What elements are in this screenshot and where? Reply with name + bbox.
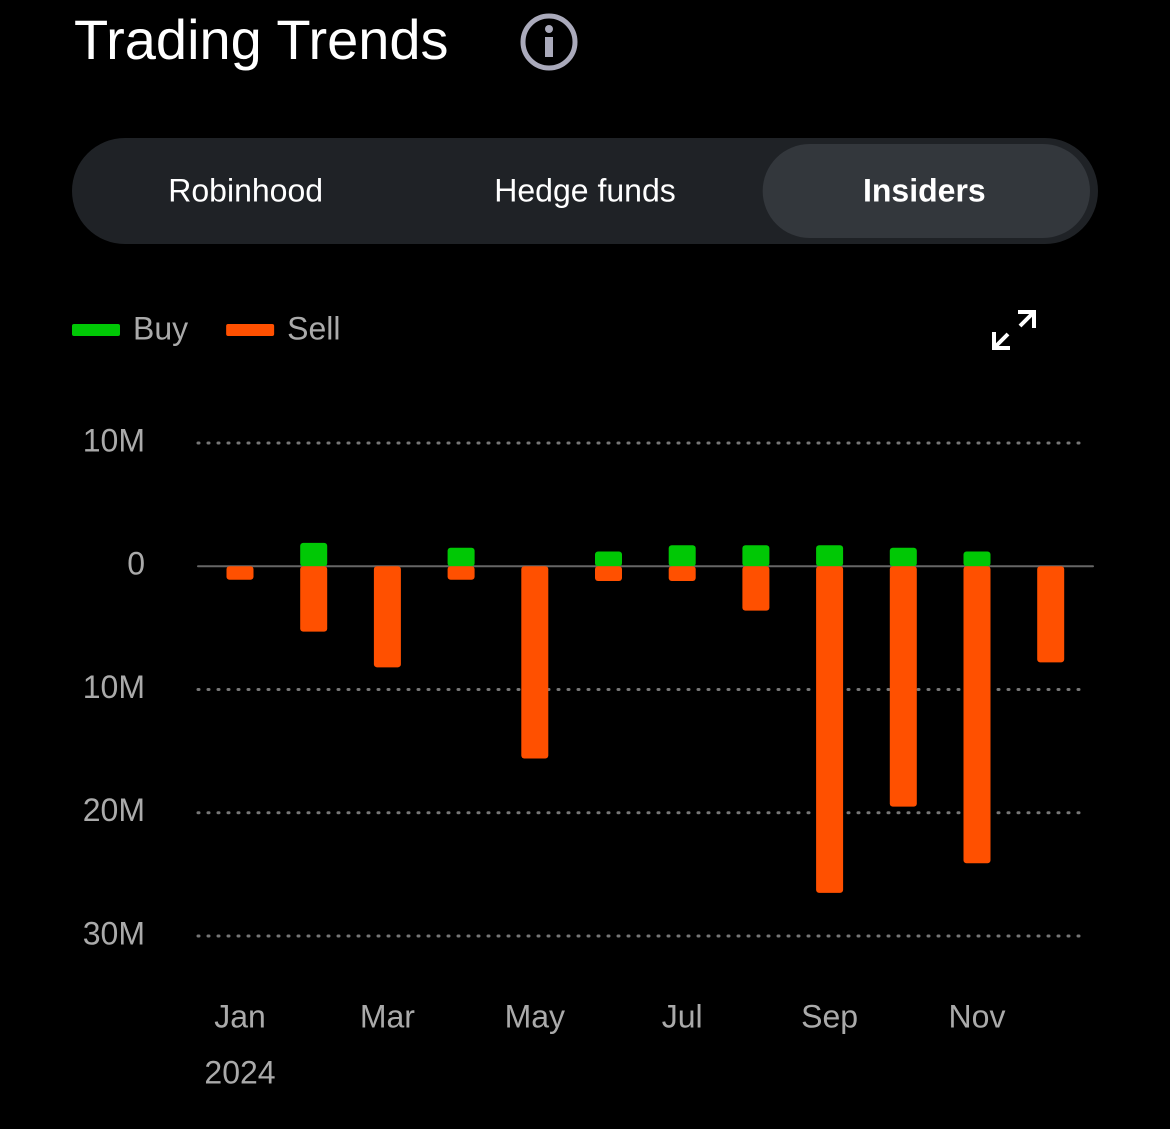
x-tick-label: Jan bbox=[214, 998, 266, 1034]
bar bbox=[1037, 566, 1065, 663]
bar bbox=[447, 547, 475, 567]
bar bbox=[300, 542, 328, 567]
bar bbox=[816, 545, 844, 567]
legend-swatch bbox=[226, 324, 275, 336]
bar bbox=[373, 566, 401, 668]
y-tick-label: 20M bbox=[83, 792, 145, 828]
expand-icon[interactable] bbox=[992, 310, 1036, 350]
x-tick-label: Nov bbox=[949, 998, 1006, 1034]
tab[interactable]: Insiders bbox=[863, 172, 986, 208]
bar bbox=[742, 566, 770, 611]
x-tick-label: May bbox=[505, 998, 565, 1034]
x-tick-label: Sep bbox=[801, 998, 858, 1034]
title: Trading Trends bbox=[74, 8, 449, 71]
bar bbox=[963, 551, 991, 567]
y-tick-label: 10M bbox=[83, 669, 145, 705]
x-tick-label: Mar bbox=[360, 998, 415, 1034]
bar bbox=[742, 545, 770, 567]
y-tick-label: 0 bbox=[127, 546, 145, 582]
bar bbox=[889, 547, 917, 567]
legend-label: Sell bbox=[287, 310, 340, 346]
bar bbox=[300, 566, 328, 632]
tab-selected-bg bbox=[762, 144, 1090, 238]
bar bbox=[668, 566, 696, 582]
y-tick-label: 10M bbox=[83, 422, 145, 458]
tab[interactable]: Robinhood bbox=[168, 172, 323, 208]
info-icon[interactable] bbox=[520, 13, 578, 71]
bar bbox=[963, 566, 991, 864]
bar bbox=[595, 551, 622, 567]
x-sublabel: 2024 bbox=[204, 1054, 275, 1090]
bar bbox=[226, 566, 254, 580]
legend-swatch bbox=[72, 324, 120, 336]
bar bbox=[889, 566, 917, 807]
y-tick-label: 30M bbox=[83, 915, 145, 951]
legend-label: Buy bbox=[133, 310, 188, 346]
tab[interactable]: Hedge funds bbox=[494, 172, 675, 208]
bar bbox=[595, 566, 622, 582]
bar bbox=[521, 566, 549, 759]
bar bbox=[668, 545, 696, 567]
bar bbox=[816, 566, 844, 893]
x-tick-label: Jul bbox=[662, 998, 703, 1034]
bar bbox=[447, 566, 475, 580]
